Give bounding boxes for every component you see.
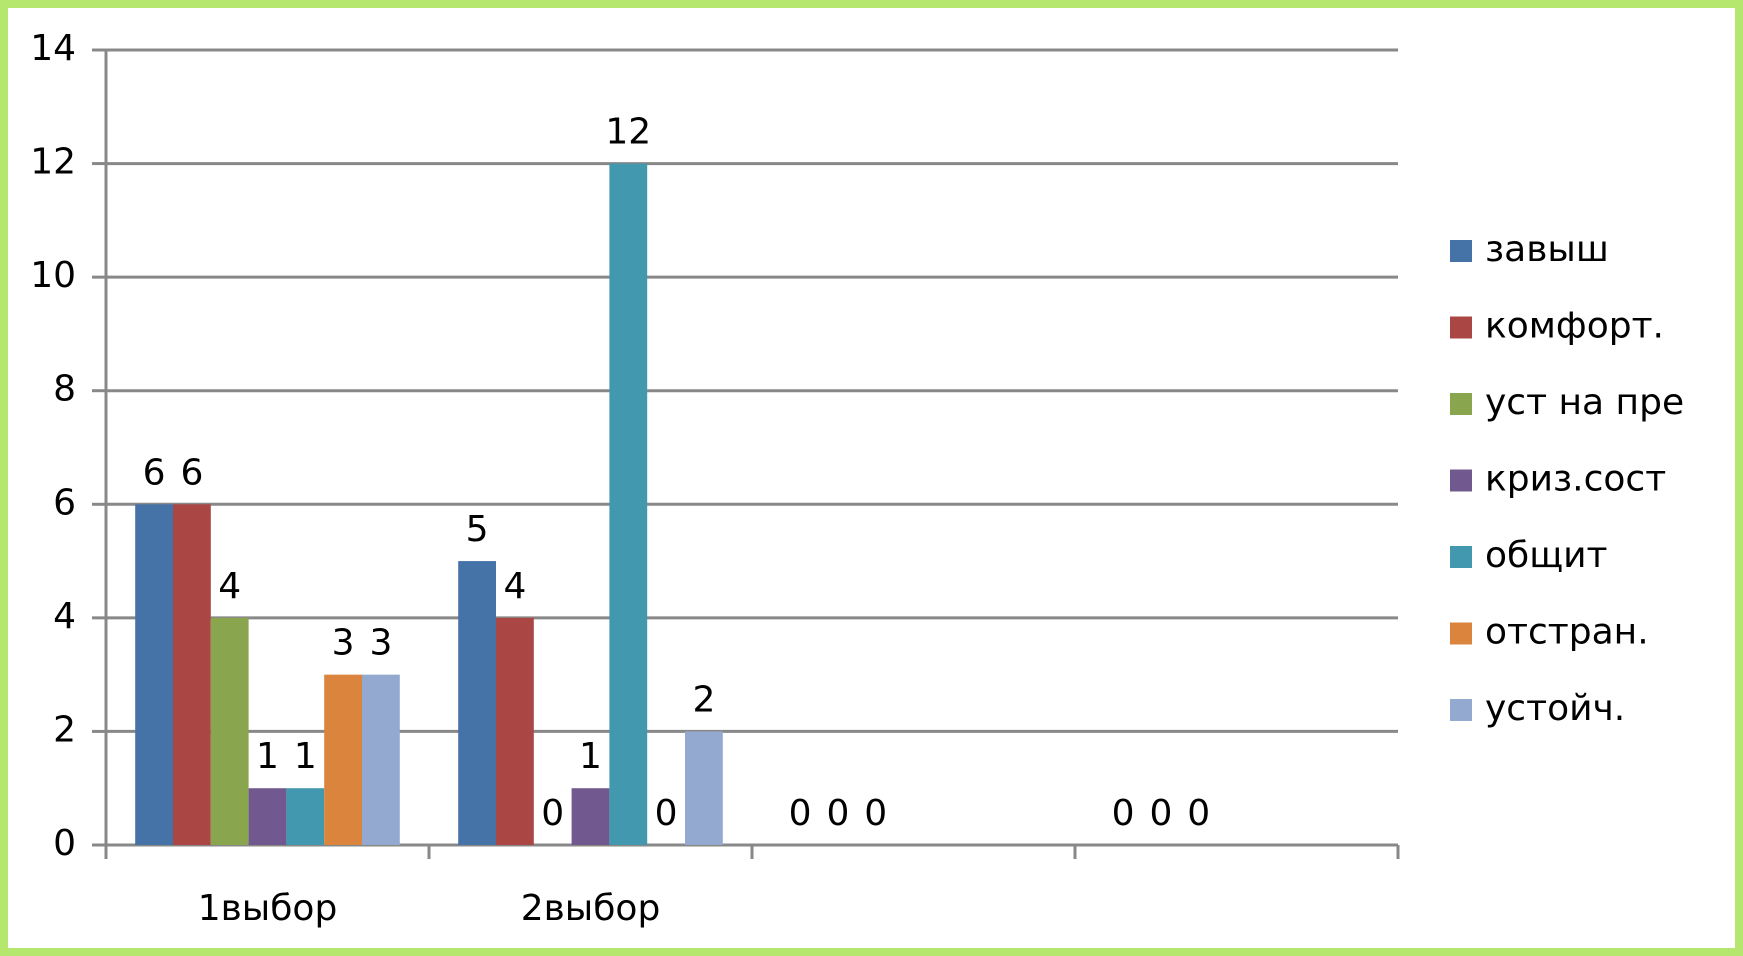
legend-swatch bbox=[1450, 469, 1472, 492]
legend-label: криз.сост bbox=[1485, 459, 1666, 500]
data-label: 0 bbox=[826, 793, 849, 834]
data-label: 2 bbox=[692, 679, 715, 720]
data-label: 0 bbox=[541, 793, 564, 834]
bar bbox=[685, 731, 723, 845]
bar bbox=[173, 504, 211, 845]
y-tick-label: 8 bbox=[53, 369, 76, 410]
y-tick-label: 4 bbox=[53, 596, 76, 637]
data-label: 1 bbox=[256, 736, 279, 777]
legend-label: отстран. bbox=[1485, 612, 1649, 653]
data-label: 1 bbox=[579, 736, 602, 777]
data-label: 3 bbox=[332, 623, 355, 664]
y-tick-label: 10 bbox=[30, 255, 76, 296]
legend-label: комфорт. bbox=[1485, 306, 1664, 347]
data-label: 0 bbox=[789, 793, 812, 834]
data-label: 12 bbox=[605, 112, 651, 153]
bar bbox=[210, 617, 249, 845]
data-label: 0 bbox=[655, 793, 678, 834]
x-tick-label: 2выбор bbox=[521, 888, 661, 929]
data-label: 4 bbox=[218, 566, 241, 607]
data-label: 0 bbox=[1187, 793, 1210, 834]
legend-swatch bbox=[1450, 316, 1472, 339]
data-label: 5 bbox=[466, 509, 489, 550]
y-tick-label: 2 bbox=[53, 709, 76, 750]
bar bbox=[324, 674, 362, 845]
legend-label: уст на пре bbox=[1485, 382, 1684, 423]
data-label: 4 bbox=[503, 566, 526, 607]
data-label: 0 bbox=[864, 793, 887, 834]
legend-swatch bbox=[1450, 699, 1472, 721]
bar bbox=[135, 504, 173, 845]
legend-label: устойч. bbox=[1485, 688, 1625, 729]
y-tick-label: 6 bbox=[53, 482, 76, 523]
data-label: 0 bbox=[1112, 793, 1135, 834]
y-tick-label: 0 bbox=[53, 823, 76, 864]
legend-swatch bbox=[1450, 393, 1472, 415]
bar bbox=[458, 561, 496, 845]
bar bbox=[496, 617, 534, 845]
legend-label: завыш bbox=[1485, 229, 1609, 270]
data-label: 6 bbox=[180, 452, 203, 493]
data-label: 0 bbox=[1149, 793, 1172, 834]
y-tick-label: 14 bbox=[30, 28, 76, 69]
data-label: 6 bbox=[143, 452, 166, 493]
bar bbox=[609, 163, 648, 846]
bar bbox=[571, 788, 610, 845]
legend-swatch bbox=[1450, 240, 1472, 262]
legend-swatch bbox=[1450, 546, 1472, 568]
y-tick-label: 12 bbox=[30, 142, 76, 183]
bar bbox=[362, 674, 400, 845]
bar bbox=[248, 788, 287, 845]
data-label: 1 bbox=[294, 736, 317, 777]
legend-label: общит bbox=[1485, 535, 1608, 576]
bar bbox=[286, 788, 325, 845]
data-label: 3 bbox=[369, 623, 392, 664]
legend-swatch bbox=[1450, 622, 1472, 645]
x-tick-label: 1выбор bbox=[198, 888, 338, 929]
